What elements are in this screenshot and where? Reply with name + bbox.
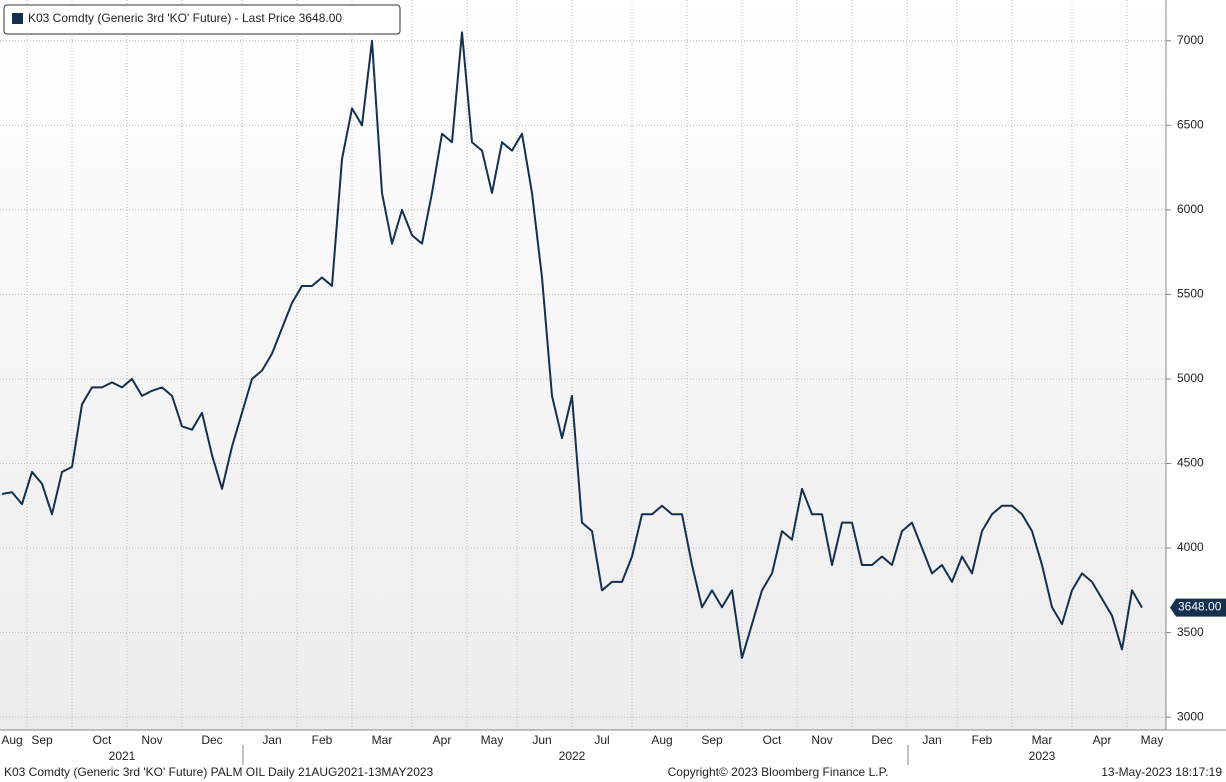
x-tick-label: Aug [1,733,22,747]
plot-area [0,0,1166,730]
axis-area [1166,0,1226,730]
x-tick-label: Oct [93,733,112,747]
x-tick-label: Mar [372,733,393,747]
legend-label: K03 Comdty (Generic 3rd 'KO' Future) - L… [28,11,342,25]
y-tick-label: 5500 [1177,287,1204,301]
footer-left: K03 Comdty (Generic 3rd 'KO' Future) PAL… [4,765,434,779]
x-tick-label: Sep [31,733,53,747]
last-price-label: 3648.00 [1178,600,1222,614]
x-tick-label: Apr [433,733,452,747]
x-tick-label: May [481,733,504,747]
x-tick-label: Feb [972,733,993,747]
last-price-box [1170,598,1226,617]
y-tick-label: 3000 [1177,709,1204,723]
year-label: 2022 [559,749,586,763]
footer-right: 13-May-2023 18:17:19 [1101,765,1222,779]
y-tick-label: 4500 [1177,456,1204,470]
x-tick-label: Aug [651,733,672,747]
x-tick-label: May [1141,733,1164,747]
x-tick-label: Jul [594,733,609,747]
y-tick-label: 4000 [1177,540,1204,554]
x-tick-label: Sep [701,733,723,747]
year-label: 2023 [1029,749,1056,763]
y-tick-label: 6000 [1177,202,1204,216]
footer-center: Copyright© 2023 Bloomberg Finance L.P. [668,765,889,779]
x-tick-label: Feb [312,733,333,747]
y-tick-label: 7000 [1177,33,1204,47]
year-label: 2021 [109,749,136,763]
grid: 3000 3500 4000 4500 5000 5500 6000 6500 7000 Aug S… [0,0,1204,763]
x-tick-label: Nov [141,733,162,747]
x-tick-label: Dec [201,733,222,747]
x-tick-label: Jun [532,733,551,747]
y-tick-label: 3500 [1177,625,1204,639]
x-tick-label: Jan [922,733,941,747]
x-tick-label: Apr [1093,733,1112,747]
x-tick-label: Jan [262,733,281,747]
x-tick-label: Dec [871,733,892,747]
price-line [1,31,1143,659]
y-tick-label: 5000 [1177,371,1204,385]
x-tick-label: Nov [811,733,832,747]
marks: 3648.00 [1,31,1226,659]
legend-swatch [12,13,23,24]
y-tick-label: 6500 [1177,117,1204,131]
legend [3,4,401,35]
x-tick-label: Oct [763,733,782,747]
x-tick-label: Mar [1032,733,1053,747]
